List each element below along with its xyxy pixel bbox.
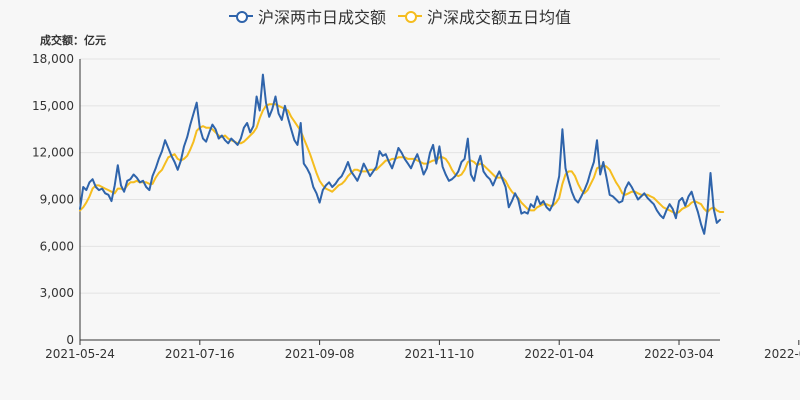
y-tick-label: 15,000	[32, 99, 74, 113]
legend-marker-daily-icon	[228, 9, 253, 23]
y-tick-label: 3,000	[40, 286, 74, 300]
legend-item-ma5[interactable]: 沪深成交额五日均值	[398, 4, 571, 28]
x-tick-label: 2021-05-24	[45, 347, 115, 361]
legend: 沪深两市日成交额 沪深成交额五日均值	[0, 4, 800, 28]
x-tick-label: 2021-09-08	[285, 347, 355, 361]
x-tick-label: 2021-11-10	[405, 347, 475, 361]
legend-item-daily[interactable]: 沪深两市日成交额	[228, 4, 386, 28]
x-tick-label: 2021-07-16	[165, 347, 235, 361]
y-tick-label: 9,000	[40, 193, 74, 207]
legend-label-daily: 沪深两市日成交额	[257, 8, 386, 27]
x-tick-label: 2022-01-04	[524, 347, 594, 361]
y-tick-label: 0	[66, 333, 74, 347]
series-line-ma5	[79, 103, 725, 215]
y-tick-label: 6,000	[40, 239, 74, 253]
y-tick-label: 18,000	[32, 52, 74, 66]
legend-marker-ma5-icon	[398, 9, 422, 23]
y-axis-unit-label: 成交额：亿元	[40, 34, 106, 47]
series-line-daily	[79, 73, 721, 235]
legend-label-ma5: 沪深成交额五日均值	[427, 8, 572, 27]
x-tick-label: 2022-03-04	[644, 347, 714, 361]
y-tick-label: 12,000	[32, 146, 74, 160]
x-tick-label: 2022-04-29	[764, 347, 800, 361]
